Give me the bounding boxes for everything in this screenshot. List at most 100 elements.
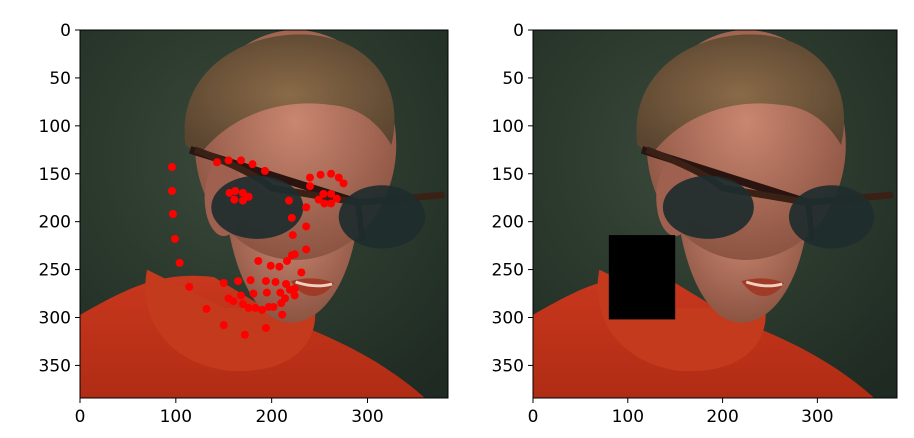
left-face-image <box>75 30 448 398</box>
y-tick-label: 150 <box>39 165 71 185</box>
landmark-point <box>213 158 222 167</box>
landmark-point <box>282 279 291 288</box>
y-tick-label: 150 <box>492 165 524 185</box>
landmark-point <box>319 189 328 198</box>
landmark-point <box>302 203 311 212</box>
left-panel: 0 100 200 300 0 50 100 150 200 250 300 350 <box>39 21 449 427</box>
landmark-point <box>277 299 286 308</box>
x-tick-label: 200 <box>255 407 287 427</box>
y-tick-label: 100 <box>492 117 524 137</box>
y-tick-label: 250 <box>492 261 524 281</box>
landmark-point <box>258 305 267 314</box>
landmark-point <box>224 294 233 303</box>
left-axes-frame <box>79 29 449 399</box>
landmark-point <box>284 196 293 205</box>
y-tick-label: 300 <box>492 309 524 329</box>
landmark-point <box>238 188 247 197</box>
landmark-point <box>302 222 311 231</box>
left-y-axis: 0 50 100 150 200 250 300 350 <box>39 21 80 376</box>
right-face-image <box>528 30 897 398</box>
y-tick-label: 200 <box>39 213 71 233</box>
landmark-point <box>219 321 228 330</box>
landmark-point <box>327 189 336 198</box>
landmark-point <box>170 234 179 243</box>
y-tick-label: 250 <box>39 261 71 281</box>
landmark-point <box>332 194 341 203</box>
x-tick-label: 200 <box>706 407 738 427</box>
landmark-point <box>254 256 263 265</box>
landmark-point <box>168 187 176 195</box>
landmark-point <box>202 304 211 313</box>
y-tick-label: 350 <box>39 356 71 376</box>
landmark-point <box>249 289 258 298</box>
x-tick-label: 300 <box>801 407 833 427</box>
landmark-point <box>334 173 343 182</box>
landmark-point <box>219 279 228 287</box>
landmark-point <box>316 170 325 179</box>
x-tick-label: 100 <box>612 407 644 427</box>
landmark-point <box>261 324 270 333</box>
landmark-point <box>231 187 240 195</box>
landmark-point <box>339 179 348 188</box>
landmark-point <box>260 166 269 175</box>
landmark-point <box>168 210 177 218</box>
landmark-point <box>240 330 249 339</box>
landmark-point <box>261 277 270 286</box>
landmark-point <box>283 256 291 265</box>
landmark-point <box>306 173 314 182</box>
y-tick-label: 200 <box>492 213 524 233</box>
landmark-point <box>275 262 284 271</box>
landmark-point <box>234 277 243 286</box>
landmark-point <box>246 276 255 285</box>
landmark-point <box>287 213 296 222</box>
landmark-point <box>237 291 245 300</box>
landmark-point <box>288 231 297 240</box>
landmark-point <box>285 285 294 294</box>
landmark-point <box>237 156 245 165</box>
landmark-point <box>314 195 323 204</box>
landmark-point <box>224 156 233 165</box>
y-tick-label: 350 <box>492 356 524 376</box>
landmark-point <box>185 282 194 291</box>
landmark-point <box>271 278 280 287</box>
right-y-axis: 0 50 100 150 200 250 300 350 <box>492 21 533 376</box>
landmark-point <box>278 310 287 319</box>
y-tick-label: 0 <box>513 21 524 41</box>
landmark-point <box>306 182 314 191</box>
landmark-point <box>327 169 336 178</box>
left-x-axis: 0 100 200 300 <box>75 398 384 427</box>
landmark-point <box>290 291 299 300</box>
landmark-point <box>276 288 285 297</box>
landmark-point <box>175 258 184 267</box>
y-tick-label: 50 <box>502 69 524 89</box>
right-x-axis: 0 100 200 300 <box>528 398 834 427</box>
landmark-point <box>264 302 273 311</box>
landmark-point <box>230 195 239 204</box>
right-axes-frame <box>532 29 898 399</box>
landmark-point <box>244 303 253 312</box>
occlusion-box <box>608 235 676 320</box>
landmark-point <box>251 303 260 312</box>
landmark-point <box>320 199 329 208</box>
x-tick-label: 0 <box>528 407 539 427</box>
landmark-point <box>238 196 247 205</box>
landmark-point <box>266 261 275 270</box>
landmark-points <box>168 156 348 339</box>
landmark-point <box>327 199 336 208</box>
x-tick-label: 0 <box>75 407 86 427</box>
landmark-point <box>244 192 253 201</box>
landmark-point <box>168 163 176 172</box>
x-tick-label: 300 <box>351 407 383 427</box>
landmark-point <box>238 300 247 309</box>
y-tick-label: 100 <box>39 117 71 137</box>
y-tick-label: 0 <box>60 21 71 41</box>
landmark-point <box>262 288 271 297</box>
landmark-point <box>287 251 296 260</box>
y-tick-label: 300 <box>39 309 71 329</box>
y-tick-label: 50 <box>49 69 71 89</box>
landmark-point <box>302 245 311 254</box>
landmark-point <box>297 268 306 277</box>
right-panel: 0 100 200 300 0 50 100 150 200 250 300 350 <box>492 21 898 427</box>
x-tick-label: 100 <box>160 407 192 427</box>
